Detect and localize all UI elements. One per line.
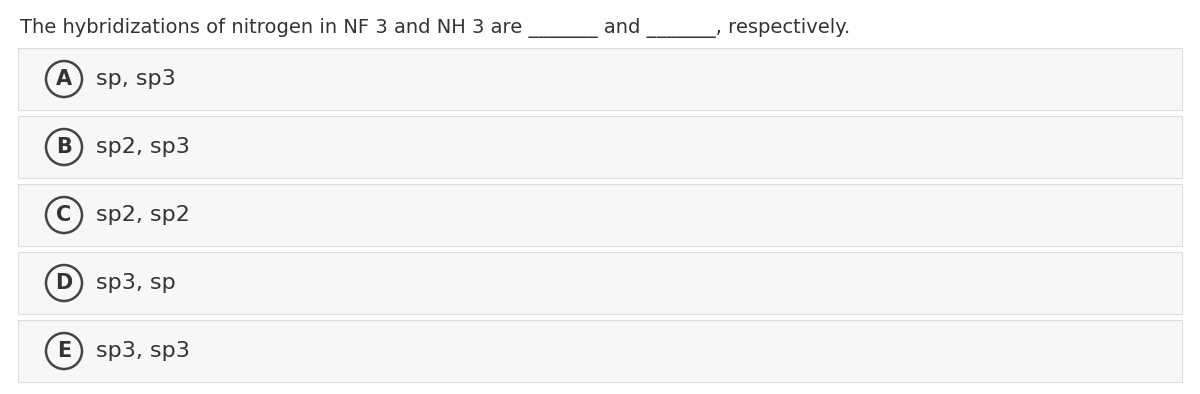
FancyBboxPatch shape <box>18 116 1182 178</box>
Text: E: E <box>56 341 71 361</box>
FancyBboxPatch shape <box>18 48 1182 110</box>
Text: sp3, sp: sp3, sp <box>96 273 175 293</box>
Text: A: A <box>56 69 72 89</box>
Text: C: C <box>56 205 72 225</box>
Text: sp, sp3: sp, sp3 <box>96 69 175 89</box>
Text: D: D <box>55 273 73 293</box>
Text: The hybridizations of nitrogen in NF 3 and NH 3 are _______ and _______, respect: The hybridizations of nitrogen in NF 3 a… <box>20 18 851 38</box>
FancyBboxPatch shape <box>18 320 1182 382</box>
FancyBboxPatch shape <box>18 252 1182 314</box>
Text: sp3, sp3: sp3, sp3 <box>96 341 190 361</box>
Circle shape <box>46 61 82 97</box>
Text: sp2, sp3: sp2, sp3 <box>96 137 190 157</box>
Text: sp2, sp2: sp2, sp2 <box>96 205 190 225</box>
Circle shape <box>46 197 82 233</box>
FancyBboxPatch shape <box>18 184 1182 246</box>
Circle shape <box>46 129 82 165</box>
Circle shape <box>46 265 82 301</box>
Circle shape <box>46 333 82 369</box>
Text: B: B <box>56 137 72 157</box>
